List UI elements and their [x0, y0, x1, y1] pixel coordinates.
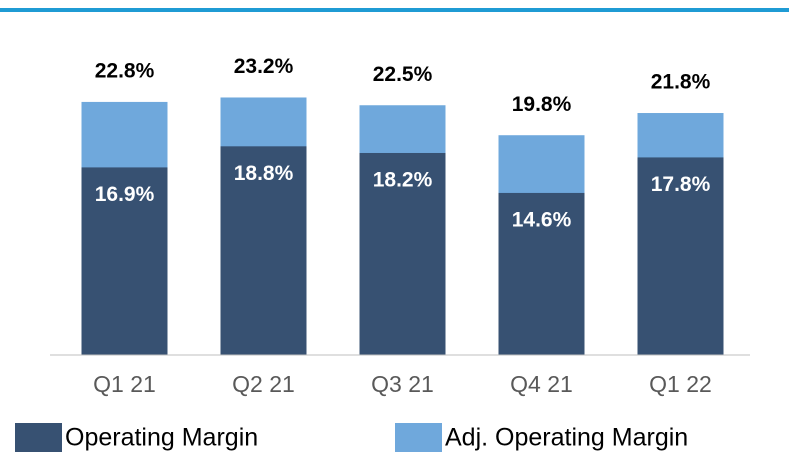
x-tick-label: Q4 21: [510, 371, 573, 397]
bar: [220, 146, 307, 355]
x-tick-label: Q1 22: [649, 371, 712, 397]
value-label: 14.6%: [512, 208, 572, 231]
top-rule: [0, 8, 789, 12]
value-label: 17.8%: [651, 173, 711, 196]
value-label: 23.2%: [234, 55, 294, 78]
value-label: 22.8%: [95, 59, 155, 82]
value-label: 19.8%: [512, 93, 572, 116]
bar: [359, 152, 446, 355]
x-tick-label: Q3 21: [371, 371, 434, 397]
x-tick-label: Q2 21: [232, 371, 295, 397]
legend-label: Operating Margin: [65, 424, 258, 452]
value-label: 18.8%: [234, 162, 294, 185]
bar: [498, 192, 585, 355]
legend-swatch: [395, 423, 442, 452]
value-label: 18.2%: [373, 169, 433, 192]
bar: [637, 157, 724, 355]
value-label: 21.8%: [651, 71, 711, 94]
x-tick-label: Q1 21: [93, 371, 156, 397]
legend-swatch: [15, 423, 62, 452]
value-label: 16.9%: [95, 183, 155, 206]
value-label: 22.5%: [373, 63, 433, 86]
bar: [81, 167, 168, 355]
legend-label: Adj. Operating Margin: [445, 424, 688, 452]
